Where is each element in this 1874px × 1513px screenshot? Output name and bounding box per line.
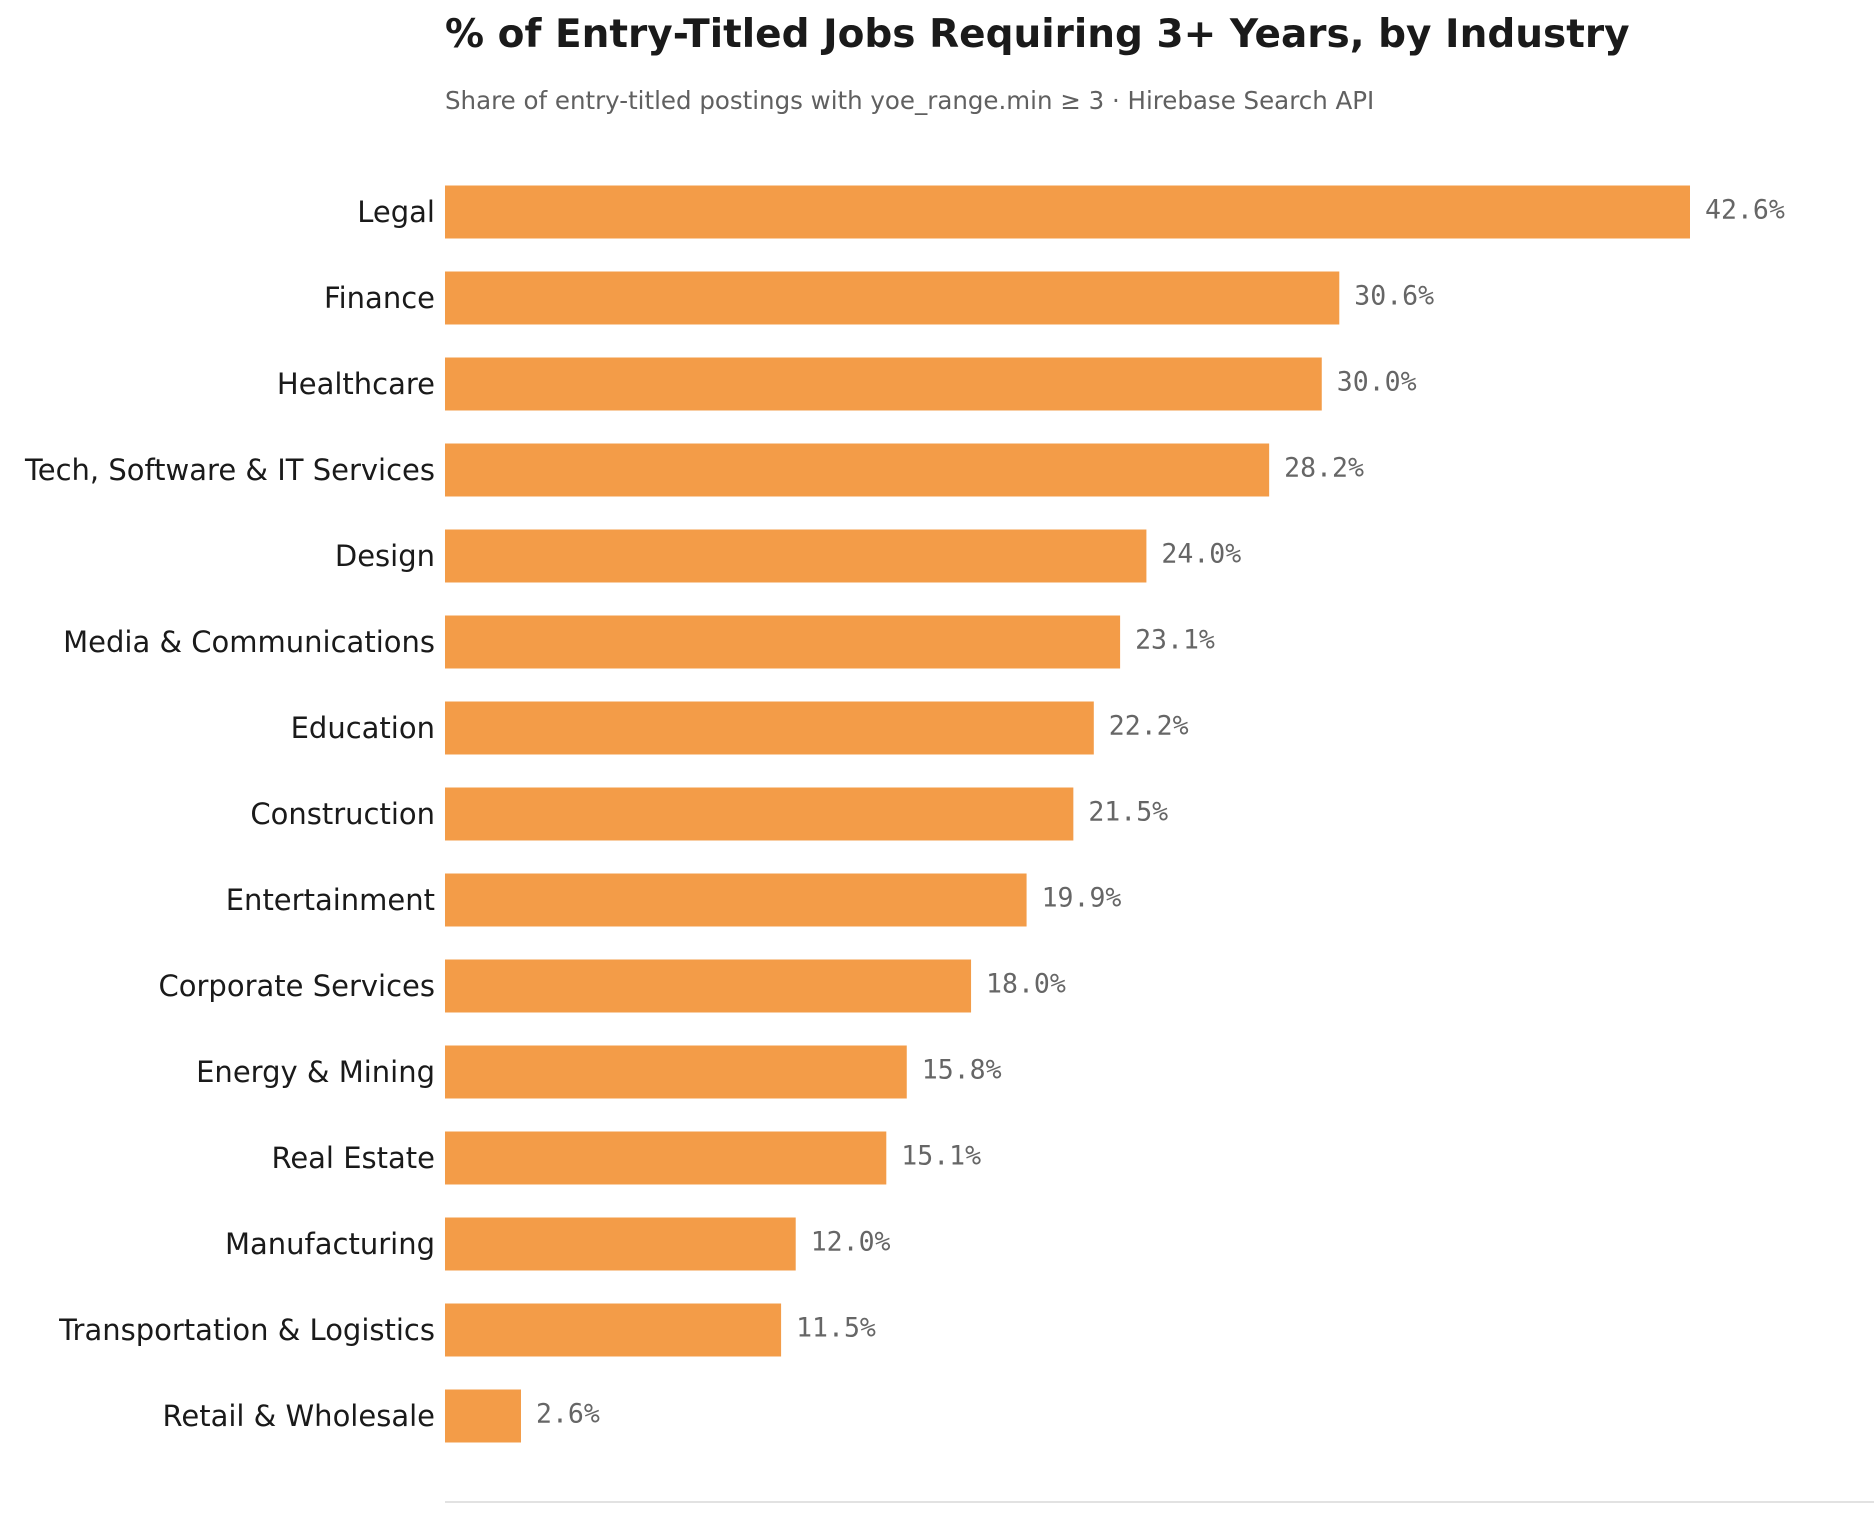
value-label-manufacturing: 12.0% <box>811 1227 891 1258</box>
value-label-design: 24.0% <box>1161 539 1241 570</box>
category-label-entertainment: Entertainment <box>226 883 435 917</box>
category-label-education: Education <box>291 711 435 745</box>
bar-tech-software-it-services <box>445 443 1270 497</box>
value-label-entertainment: 19.9% <box>1042 883 1122 914</box>
bar-energy-mining <box>445 1045 907 1099</box>
bar-design <box>445 529 1147 583</box>
value-label-media-communications: 23.1% <box>1135 625 1215 656</box>
value-label-healthcare: 30.0% <box>1337 367 1417 398</box>
category-label-construction: Construction <box>250 797 435 831</box>
value-label-energy-mining: 15.8% <box>922 1055 1002 1086</box>
category-label-design: Design <box>335 539 435 573</box>
category-labels: Legal Finance Healthcare Tech, Software & I… <box>24 195 435 1433</box>
bars-layer <box>445 185 1690 1443</box>
value-label-education: 22.2% <box>1109 711 1189 742</box>
category-label-energy-mining: Energy & Mining <box>196 1055 435 1089</box>
chart-subtitle: Share of entry-titled postings with yoe_… <box>445 86 1375 115</box>
category-label-healthcare: Healthcare <box>277 367 435 401</box>
value-labels: 42.6% 30.6% 30.0% 28.2% 24.0% 23.1% 22.2% 21.5%… <box>536 195 1785 1430</box>
category-label-corporate-services: Corporate Services <box>159 969 435 1003</box>
bar-retail-wholesale <box>445 1389 521 1443</box>
bar-transportation-logistics <box>445 1303 782 1357</box>
value-label-finance: 30.6% <box>1354 281 1434 312</box>
bar-healthcare <box>445 357 1322 411</box>
value-label-tech-software-it-services: 28.2% <box>1284 453 1364 484</box>
chart-title: % of Entry-Titled Jobs Requiring 3+ Year… <box>445 12 1630 57</box>
value-label-legal: 42.6% <box>1705 195 1785 226</box>
bar-finance <box>445 271 1340 325</box>
value-label-transportation-logistics: 11.5% <box>796 1313 876 1344</box>
category-label-tech-software-it-services: Tech, Software & IT Services <box>24 453 435 487</box>
bar-entertainment <box>445 873 1027 927</box>
category-label-finance: Finance <box>324 281 435 315</box>
category-label-transportation-logistics: Transportation & Logistics <box>58 1313 435 1347</box>
bar-legal <box>445 185 1690 239</box>
bar-corporate-services <box>445 959 972 1013</box>
bar-construction <box>445 787 1074 841</box>
category-label-legal: Legal <box>357 195 435 229</box>
value-label-retail-wholesale: 2.6% <box>536 1399 600 1430</box>
value-label-corporate-services: 18.0% <box>986 969 1066 1000</box>
bar-media-communications <box>445 615 1121 669</box>
category-label-retail-wholesale: Retail & Wholesale <box>163 1399 435 1433</box>
category-label-real-estate: Real Estate <box>271 1141 435 1175</box>
bar-real-estate <box>445 1131 887 1185</box>
category-label-media-communications: Media & Communications <box>63 625 435 659</box>
value-label-real-estate: 15.1% <box>901 1141 981 1172</box>
bar-education <box>445 701 1094 755</box>
bar-manufacturing <box>445 1217 796 1271</box>
category-label-manufacturing: Manufacturing <box>225 1227 435 1261</box>
value-label-construction: 21.5% <box>1088 797 1168 828</box>
